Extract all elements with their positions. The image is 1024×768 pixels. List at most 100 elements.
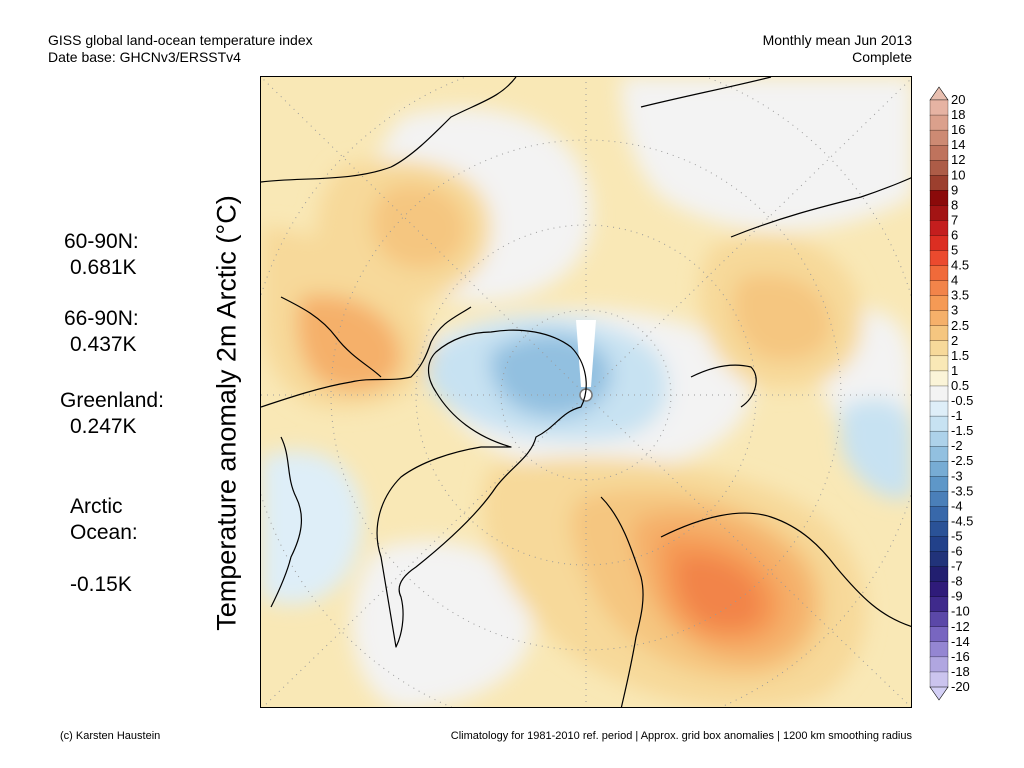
colorbar-label: 10	[951, 167, 965, 182]
colorbar-swatch	[929, 491, 949, 508]
colorbar-swatch	[929, 265, 949, 282]
colorbar-swatch	[929, 626, 949, 643]
map-header-left: GISS global land-ocean temperature index…	[48, 32, 313, 66]
colorbar-swatch	[929, 175, 949, 191]
colorbar-swatch	[929, 280, 949, 297]
colorbar-label: -18	[951, 664, 970, 679]
colorbar-label: -20	[951, 679, 970, 694]
colorbar: 201816141210987654.543.532.521.510.5-0.5…	[929, 86, 973, 701]
colorbar-swatch	[929, 114, 949, 131]
colorbar-swatch	[929, 220, 949, 237]
colorbar-label: -16	[951, 649, 970, 664]
colorbar-swatch	[929, 430, 949, 447]
colorbar-label: -2	[951, 438, 963, 453]
colorbar-label: -3	[951, 468, 963, 483]
warm-region	[371, 184, 467, 269]
stat-label: Arctic Ocean:	[70, 495, 138, 544]
anomaly-map-svg	[261, 77, 911, 707]
colorbar-label: 8	[951, 197, 958, 212]
colorbar-label: -14	[951, 634, 970, 649]
colorbar-swatch	[929, 476, 949, 492]
colorbar-swatch	[929, 566, 949, 583]
colorbar-swatch	[929, 205, 949, 222]
coastlines	[261, 77, 911, 707]
colorbar-label: -0.5	[951, 393, 973, 408]
greenland-coastline	[376, 329, 587, 648]
colorbar-swatch	[929, 370, 949, 387]
colorbar-swatch	[929, 295, 949, 312]
colorbar-label: -7	[951, 559, 963, 574]
neutral-region	[621, 77, 911, 231]
latitude-circle	[330, 139, 842, 651]
footer-note: Climatology for 1981-2010 ref. period | …	[450, 730, 912, 742]
colorbar-swatch	[929, 415, 949, 432]
colorbar-label: 1	[951, 363, 958, 378]
colorbar-label: -10	[951, 604, 970, 619]
colorbar-bottom-arrow	[929, 686, 949, 701]
colorbar-label: 2	[951, 333, 958, 348]
stat-label: 66-90N:	[64, 307, 139, 330]
map-title: GISS global land-ocean temperature index	[48, 32, 313, 48]
completeness-label: Complete	[852, 49, 912, 65]
colorbar-labels: 201816141210987654.543.532.521.510.5-0.5…	[951, 92, 973, 694]
colorbar-swatch	[929, 671, 949, 688]
siberian-island-coastline	[690, 364, 757, 408]
cool-region	[841, 398, 911, 499]
colorbar-label: 14	[951, 137, 965, 152]
colorbar-label: 0.5	[951, 378, 969, 393]
stat-label: Greenland:	[60, 389, 164, 412]
stat-label: 60-90N:	[64, 230, 139, 253]
russia-coastline	[660, 512, 911, 627]
colorbar-swatch	[929, 190, 949, 207]
warm-core	[677, 556, 761, 628]
map-header-right: Monthly mean Jun 2013 Complete	[763, 32, 912, 66]
colorbar-swatch	[929, 581, 949, 598]
canada-coastline	[261, 306, 472, 408]
colorbar-swatch	[929, 145, 949, 161]
colorbar-swatch	[929, 536, 949, 553]
stat-value: 0.247K	[70, 415, 137, 438]
colorbar-swatch	[929, 551, 949, 568]
period-label: Monthly mean Jun 2013	[762, 32, 912, 48]
warm-region	[732, 274, 831, 361]
colorbar-label: 6	[951, 227, 958, 242]
no-data-wedge	[576, 320, 596, 387]
chukotka-coastline	[640, 77, 772, 108]
colorbar-label: -2.5	[951, 453, 973, 468]
credit-text: (c) Karsten Haustein	[60, 730, 161, 742]
colorbar-swatch	[929, 446, 949, 462]
colorbar-label: -6	[951, 544, 963, 559]
colorbar-top-arrow	[929, 86, 949, 101]
labrador-coastline	[270, 436, 302, 608]
colorbar-label: 5	[951, 243, 958, 258]
colorbar-swatch	[929, 596, 949, 613]
colorbar-label: 9	[951, 182, 958, 197]
colorbar-label: 18	[951, 107, 965, 122]
colorbar-swatch	[929, 461, 949, 477]
hudson-bay-coastline	[280, 296, 382, 378]
colorbar-label: -1.5	[951, 423, 973, 438]
stat-value: 0.437K	[70, 333, 137, 356]
colorbar-label: 20	[951, 92, 965, 107]
colorbar-swatch	[929, 355, 949, 372]
colorbar-swatch	[929, 641, 949, 658]
colorbar-swatch	[929, 400, 949, 417]
colorbar-swatch	[929, 160, 949, 176]
colorbar-swatch	[929, 325, 949, 342]
neutral-region	[352, 540, 532, 707]
colorbar-swatch	[929, 521, 949, 538]
stat-60-90n: 60-90N: 0.681K	[64, 229, 139, 281]
colorbar-swatch	[929, 129, 949, 146]
colorbar-label: 4	[951, 273, 958, 288]
norway-coastline	[600, 496, 644, 707]
cool-region	[261, 450, 363, 605]
meridian-line	[261, 77, 587, 396]
stat-arctic-ocean: Arctic Ocean: -0.15K	[70, 468, 138, 624]
polar-map	[260, 76, 912, 708]
colorbar-label: 1.5	[951, 348, 969, 363]
colorbar-swatch	[929, 385, 949, 402]
colorbar-label: -12	[951, 619, 970, 634]
colorbar-label: -4	[951, 498, 963, 513]
colorbar-label: 2.5	[951, 318, 969, 333]
colorbar-label: -5	[951, 528, 963, 543]
